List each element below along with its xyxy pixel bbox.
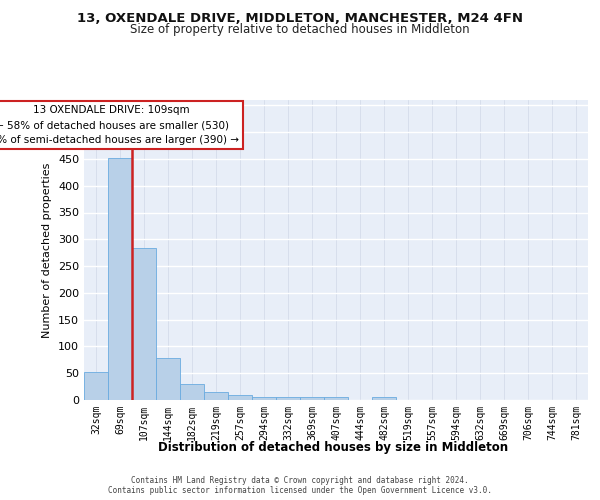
Text: 13 OXENDALE DRIVE: 109sqm
← 58% of detached houses are smaller (530)
42% of semi: 13 OXENDALE DRIVE: 109sqm ← 58% of detac… xyxy=(0,106,239,145)
Bar xyxy=(300,398,324,400)
Bar xyxy=(372,398,396,400)
Bar xyxy=(180,384,204,400)
Bar xyxy=(324,398,348,400)
Bar xyxy=(84,372,108,400)
Bar xyxy=(228,394,252,400)
Text: Contains HM Land Registry data © Crown copyright and database right 2024.
Contai: Contains HM Land Registry data © Crown c… xyxy=(108,476,492,495)
Y-axis label: Number of detached properties: Number of detached properties xyxy=(43,162,52,338)
Bar xyxy=(156,358,180,400)
Text: Size of property relative to detached houses in Middleton: Size of property relative to detached ho… xyxy=(130,24,470,36)
Bar xyxy=(252,398,276,400)
Bar xyxy=(276,398,300,400)
Bar xyxy=(132,248,156,400)
Bar xyxy=(108,158,132,400)
Text: 13, OXENDALE DRIVE, MIDDLETON, MANCHESTER, M24 4FN: 13, OXENDALE DRIVE, MIDDLETON, MANCHESTE… xyxy=(77,12,523,26)
Text: Distribution of detached houses by size in Middleton: Distribution of detached houses by size … xyxy=(158,441,508,454)
Bar xyxy=(204,392,228,400)
